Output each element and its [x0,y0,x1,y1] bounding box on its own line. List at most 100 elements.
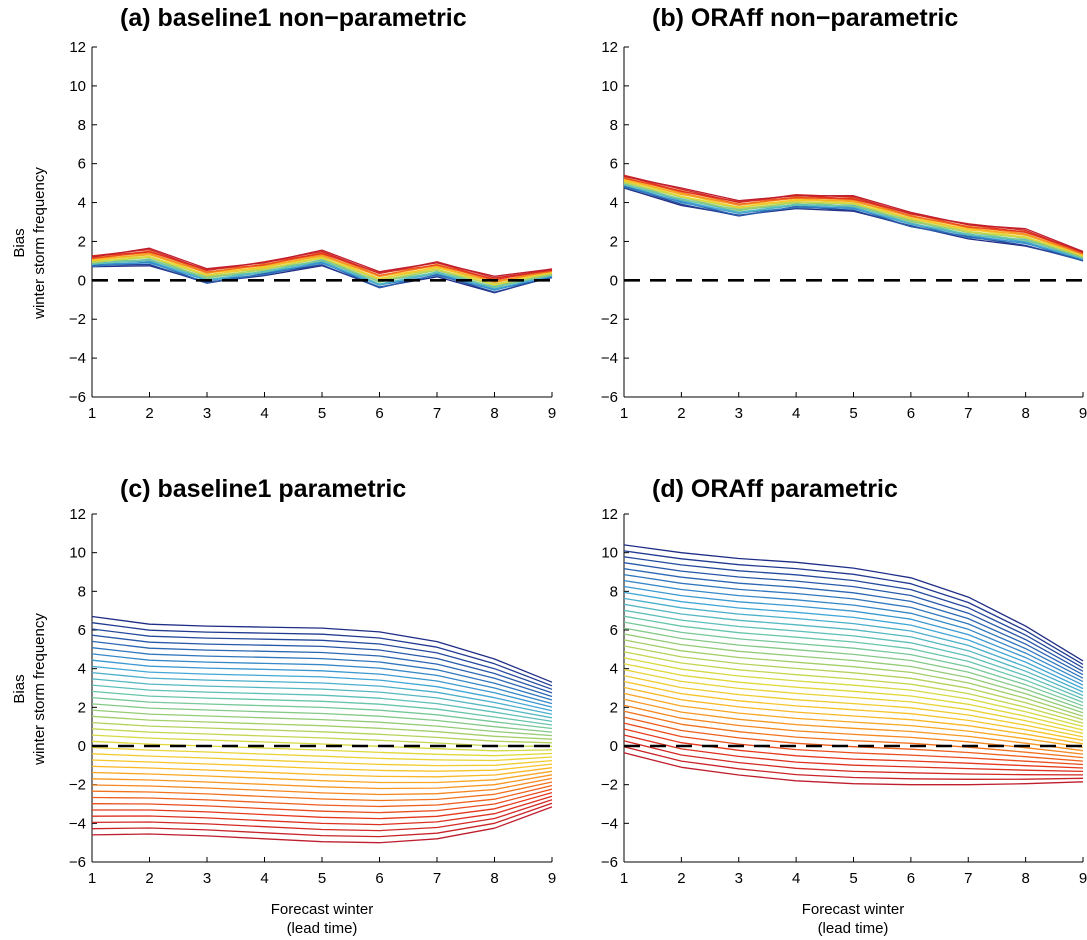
panel-b-oraff-non-parametric: (b) ORAff non−parametric −6−4−2024681012… [601,4,1087,422]
x-tick-label-b: 4 [792,405,800,422]
member-line-c-18 [91,721,553,744]
member-line-c-11 [91,678,553,719]
x-tick-label-b: 9 [1079,405,1087,422]
y-tick-label-d: −6 [601,854,618,871]
member-line-c-23 [91,753,553,767]
member-line-d-11 [623,603,1084,697]
member-line-d-18 [623,645,1084,721]
member-line-d-34 [623,740,1084,776]
member-line-c-28 [91,777,553,796]
member-line-c-14 [91,696,553,730]
member-line-c-25 [91,765,553,778]
y-tick-label-b: −6 [601,389,618,406]
panel-c-baseline1-parametric: (c) baseline1 parametric −6−4−2024681012… [69,475,556,887]
x-tick-label-d: 8 [1021,870,1029,887]
xlabel-d-line1: Forecast winter [802,901,905,918]
member-line-c-32 [92,791,553,820]
member-line-a-22 [91,247,553,277]
member-line-c-20 [91,734,553,752]
member-line-c-35 [91,802,553,838]
member-line-d-12 [623,609,1084,700]
y-tick-label-c: −2 [69,777,86,794]
x-tick-label-c: 9 [548,870,556,887]
y-tick-label-c: −4 [69,815,86,832]
y-tick-label-c: 6 [78,622,86,639]
member-line-a-5 [91,262,553,291]
member-line-b-9 [623,181,1084,258]
member-line-d-35 [623,746,1084,780]
y-tick-label-b: 2 [610,233,618,250]
member-line-d-5 [623,568,1084,676]
member-line-b-18 [623,177,1084,255]
member-line-c-19 [91,728,553,747]
member-line-d-14 [623,621,1084,707]
x-tick-label-a: 8 [490,405,498,422]
member-line-d-2 [623,550,1084,665]
member-line-d-33 [623,734,1084,773]
member-line-a-2 [91,263,553,293]
member-line-c-17 [91,715,553,740]
member-line-c-27 [91,774,553,790]
y-tick-label-b: 8 [610,117,618,134]
y-tick-label-a: 6 [78,156,86,173]
y-tick-label-a: −6 [69,389,86,406]
member-line-d-22 [623,668,1084,735]
y-tick-label-b: 4 [610,195,618,212]
member-line-c-10 [91,671,553,715]
y-tick-label-b: −2 [601,311,618,328]
x-tick-label-a: 1 [88,405,96,422]
member-line-c-26 [91,770,553,784]
x-tick-label-c: 8 [490,870,498,887]
y-tick-label-a: 10 [69,78,86,95]
member-line-c-3 [91,628,553,690]
member-line-a-21 [91,248,553,279]
member-line-d-31 [623,722,1084,766]
member-line-c-21 [91,740,553,757]
y-tick-label-d: 10 [601,545,618,562]
member-line-b-2 [623,185,1084,262]
xlabel-c-line2: (lead time) [287,920,358,937]
member-line-a-16 [91,254,553,284]
member-line-d-4 [623,562,1084,672]
member-line-d-1 [623,544,1084,662]
panel-a-baseline1-non-parametric: (a) baseline1 non−parametric −6 −4 −2 0 2 4 6 8… [69,4,556,422]
x-tick-label-b: 2 [677,405,685,422]
x-tick-label-a: 2 [145,405,153,422]
y-tick-label-a: −2 [69,311,86,328]
member-line-c-15 [91,703,553,733]
member-line-d-7 [623,579,1084,683]
x-tick-label-c: 3 [203,870,211,887]
member-line-d-6 [623,573,1084,679]
y-tick-label-a: 2 [78,233,86,250]
member-line-d-25 [623,686,1084,745]
y-tick-label-b: 12 [601,39,618,56]
x-tick-label-d: 3 [735,870,743,887]
x-tick-label-a: 9 [548,405,556,422]
x-tick-label-d: 9 [1079,870,1087,887]
member-line-b-16 [623,177,1084,254]
y-tick-label-d: −4 [601,815,618,832]
x-tick-label-b: 7 [964,405,972,422]
panel-title-d: (d) ORAff parametric [652,475,898,503]
y-tick-label-d: 6 [610,622,618,639]
member-line-c-36 [91,806,553,844]
member-line-d-20 [623,657,1084,728]
x-tick-label-d: 2 [677,870,685,887]
y-tick-label-d: −2 [601,777,618,794]
x-tick-label-a: 3 [203,405,211,422]
y-tick-label-c: 2 [78,699,86,716]
member-line-b-17 [623,176,1084,255]
panel-title-c: (c) baseline1 parametric [120,475,406,503]
member-line-c-7 [91,653,553,705]
member-line-d-23 [623,674,1084,738]
ylabel-top-line1: Bias [11,228,28,257]
y-tick-label-b: −4 [601,350,618,367]
member-line-c-5 [91,640,553,698]
y-tick-label-a: 0 [78,272,86,289]
y-tick-label-a: −4 [69,350,86,367]
ylabel-bottom-line2: winter storm frequency [31,613,48,766]
x-tick-label-b: 3 [735,405,743,422]
y-tick-label-c: −6 [69,854,86,871]
